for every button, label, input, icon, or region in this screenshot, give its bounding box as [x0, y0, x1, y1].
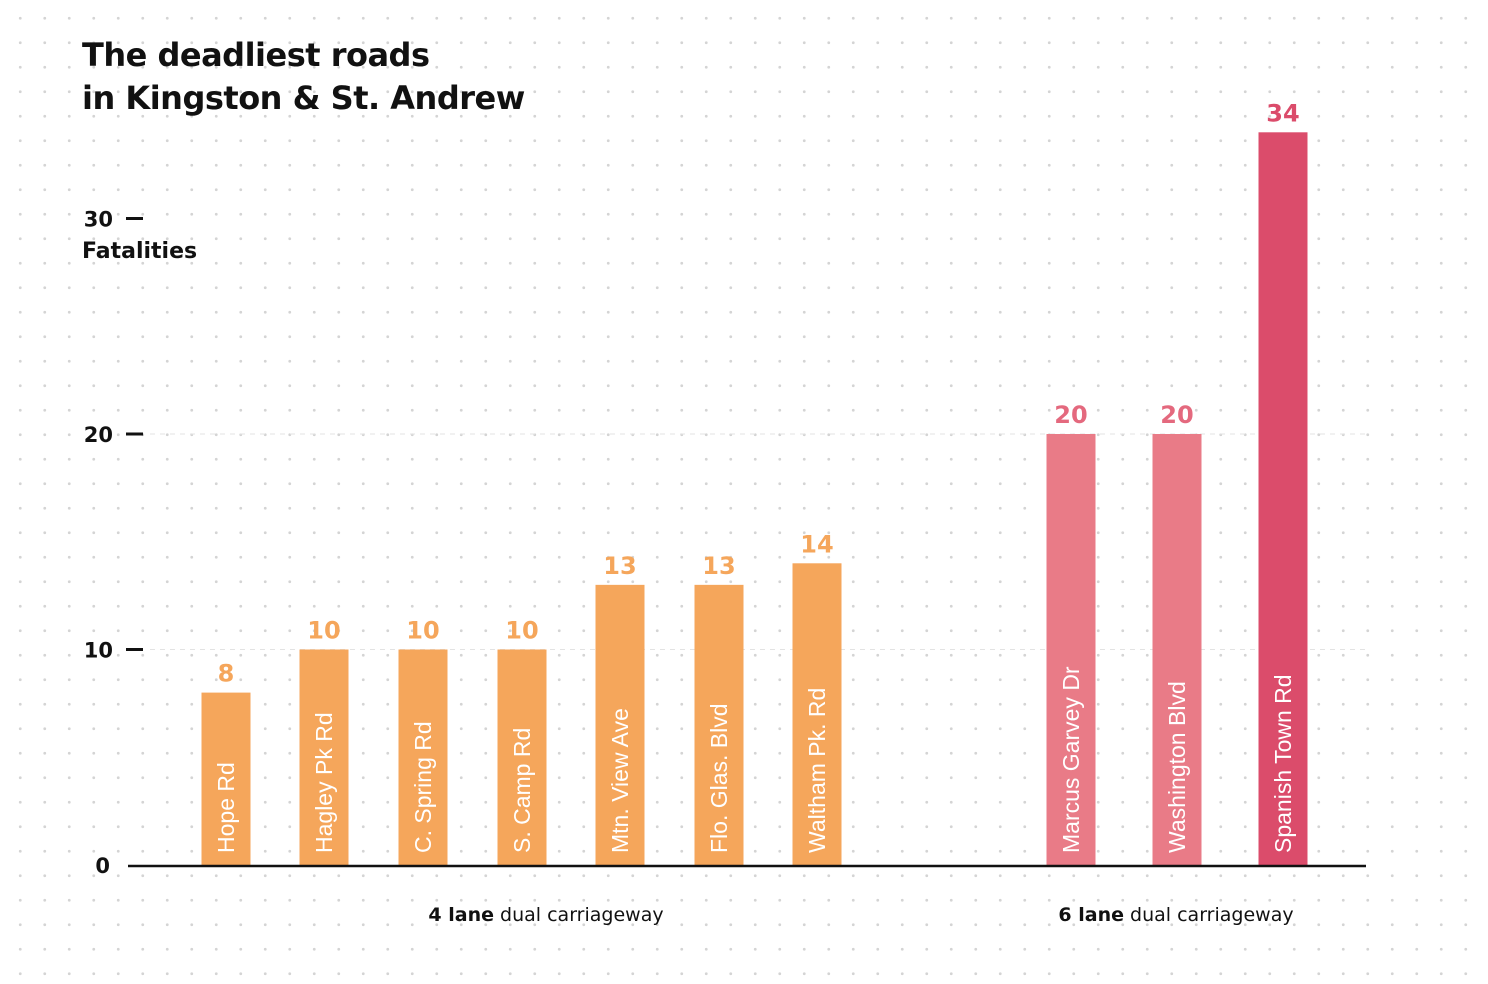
bar-label-mtn-view-ave: Mtn. View Ave: [607, 708, 633, 853]
y-tick-label-10: 10: [84, 639, 113, 663]
value-label-marcus-garvey-dr: 20: [1054, 401, 1087, 429]
bar-waltham-pk-rd: [792, 563, 842, 865]
value-label-mtn-view-ave: 13: [603, 552, 636, 580]
chart-title: The deadliest roads in Kingston & St. An…: [82, 34, 525, 120]
group-label-6-lane-bold: 6 lane: [1058, 904, 1124, 926]
y-tick-label-30: 30: [84, 208, 113, 232]
bar-label-washington-blvd: Washington Blvd: [1164, 681, 1190, 853]
value-label-hagley-pk-rd: 10: [307, 617, 340, 645]
bar-label-hagley-pk-rd: Hagley Pk Rd: [311, 712, 337, 853]
y-axis-title: Fatalities: [82, 239, 197, 264]
bar-spanish-town-rd: [1258, 132, 1308, 866]
bar-hope-rd: [201, 692, 251, 865]
value-label-spanish-town-rd: 34: [1266, 99, 1299, 127]
bar-label-marcus-garvey-dr: Marcus Garvey Dr: [1058, 666, 1084, 853]
chart-title-line-2: in Kingston & St. Andrew: [82, 79, 525, 117]
bar-c-spring-rd: [398, 649, 448, 865]
bar-washington-blvd: [1152, 434, 1202, 865]
group-label-4-lane-bold: 4 lane: [428, 904, 494, 926]
bar-label-flo-glas-blvd: Flo. Glas. Blvd: [706, 703, 732, 853]
value-label-waltham-pk-rd: 14: [800, 530, 833, 558]
y-tick-label-0: 0: [95, 854, 110, 878]
bar-mtn-view-ave: [595, 584, 645, 865]
bar-marcus-garvey-dr: [1046, 434, 1096, 865]
group-label-4-lane-rest: dual carriageway: [494, 904, 664, 926]
bar-hagley-pk-rd: [299, 649, 349, 865]
chart-title-line-1: The deadliest roads: [82, 36, 430, 74]
value-label-flo-glas-blvd: 13: [702, 552, 735, 580]
y-tick-label-20: 20: [84, 423, 113, 447]
group-label-4-lane: 4 lane dual carriageway: [428, 904, 663, 926]
bar-label-spanish-town-rd: Spanish Town Rd: [1270, 674, 1296, 853]
value-label-s-camp-rd: 10: [505, 617, 538, 645]
bar-label-waltham-pk-rd: Waltham Pk. Rd: [804, 688, 830, 853]
value-label-washington-blvd: 20: [1160, 401, 1193, 429]
group-label-6-lane: 6 lane dual carriageway: [1058, 904, 1293, 926]
value-label-hope-rd: 8: [218, 660, 235, 688]
bar-flo-glas-blvd: [694, 584, 744, 865]
bar-label-s-camp-rd: S. Camp Rd: [509, 728, 535, 853]
value-label-c-spring-rd: 10: [406, 617, 439, 645]
group-label-6-lane-rest: dual carriageway: [1124, 904, 1294, 926]
bar-label-hope-rd: Hope Rd: [213, 762, 239, 853]
bar-label-c-spring-rd: C. Spring Rd: [410, 721, 436, 853]
bar-s-camp-rd: [497, 649, 547, 865]
